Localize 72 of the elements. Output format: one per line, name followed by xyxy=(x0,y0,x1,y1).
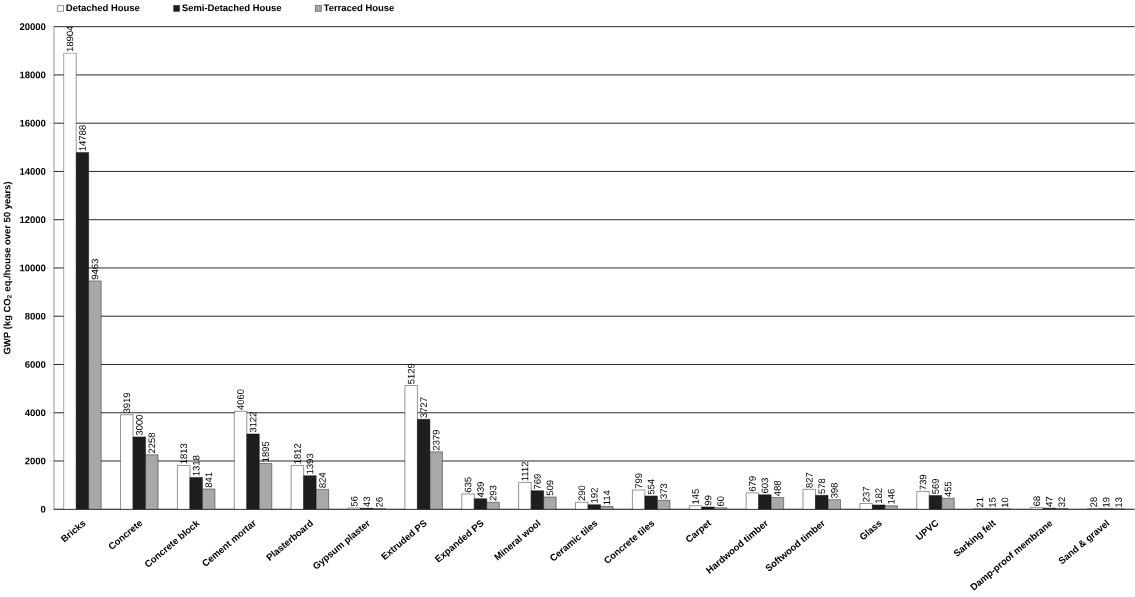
data-label: 2379 xyxy=(432,429,440,450)
data-label: 679 xyxy=(749,476,756,491)
data-label: 841 xyxy=(205,472,213,488)
data-label: 578 xyxy=(818,478,826,494)
data-label: 9463 xyxy=(91,258,99,280)
data-label: 5129 xyxy=(407,363,415,384)
data-label: 635 xyxy=(464,477,472,493)
y-tick-label: 10000 xyxy=(20,264,46,272)
y-tick-label: 8000 xyxy=(25,312,46,320)
data-label: 19 xyxy=(1102,497,1110,507)
data-label: 398 xyxy=(830,482,838,498)
legend-label: Detached House xyxy=(66,3,140,11)
data-label: 60 xyxy=(717,496,724,506)
data-label: 1813 xyxy=(180,443,188,464)
data-label: 2258 xyxy=(148,432,156,453)
data-label: 3919 xyxy=(123,392,131,413)
data-label: 3122 xyxy=(249,411,257,433)
data-label: 32 xyxy=(1058,497,1066,507)
y-tick-label: 0 xyxy=(40,505,46,513)
legend-label: Semi-Detached House xyxy=(182,3,282,11)
y-tick-label: 4000 xyxy=(24,409,46,416)
y-tick-label: 18000 xyxy=(20,71,46,79)
data-label: 293 xyxy=(489,485,497,501)
data-label: 3727 xyxy=(420,397,428,418)
data-label: 18904 xyxy=(66,25,74,51)
data-label: 1318 xyxy=(192,455,200,476)
data-label: 827 xyxy=(805,472,813,488)
data-label: 1393 xyxy=(306,453,314,474)
y-tick-label: 16000 xyxy=(20,119,46,127)
legend-label: Terraced House xyxy=(323,3,394,11)
y-tick-label: 14000 xyxy=(20,167,46,175)
data-label: 99 xyxy=(704,495,712,505)
data-label: 799 xyxy=(635,473,642,489)
y-tick-label: 20000 xyxy=(19,23,46,30)
data-label: 373 xyxy=(660,483,668,499)
y-tick-label: 6000 xyxy=(25,360,46,368)
data-label: 1112 xyxy=(521,461,529,481)
data-label: 182 xyxy=(875,488,882,503)
data-label: 455 xyxy=(944,481,952,497)
data-label: 290 xyxy=(578,485,586,501)
data-label: 47 xyxy=(1046,496,1053,507)
data-label: 192 xyxy=(590,487,598,503)
data-label: 237 xyxy=(862,486,870,502)
y-tick-label: 12000 xyxy=(20,216,46,223)
data-label: 21 xyxy=(976,497,984,507)
data-label: 26 xyxy=(375,497,383,507)
data-label: 28 xyxy=(1090,497,1097,507)
data-label: 43 xyxy=(363,496,371,507)
data-label: 15 xyxy=(989,497,996,507)
data-label: 569 xyxy=(932,478,939,494)
data-label: 769 xyxy=(534,473,541,489)
data-label: 509 xyxy=(546,480,554,496)
data-label: 56 xyxy=(350,496,358,507)
y-axis-title: GWP (kg CO$_{2}$ eq./house over 50 years) xyxy=(3,181,13,354)
data-label: 114 xyxy=(603,490,611,505)
data-label: 4060 xyxy=(237,389,244,410)
data-label: 1895 xyxy=(262,441,269,462)
data-label: 554 xyxy=(647,478,655,495)
data-label: 145 xyxy=(692,488,699,504)
data-label: 739 xyxy=(919,474,927,490)
data-label: 1812 xyxy=(294,443,301,464)
y-tick-label: 2000 xyxy=(25,457,46,465)
data-label: 439 xyxy=(477,481,484,497)
data-label: 603 xyxy=(761,477,769,493)
data-label: 146 xyxy=(887,488,895,504)
data-label: 13 xyxy=(1115,497,1123,507)
data-label: 488 xyxy=(774,480,781,496)
data-label: 68 xyxy=(1033,496,1041,506)
data-label: 3000 xyxy=(135,414,143,436)
data-label: 14788 xyxy=(79,125,86,151)
data-label: 824 xyxy=(319,472,326,488)
data-label: 10 xyxy=(1001,497,1009,507)
